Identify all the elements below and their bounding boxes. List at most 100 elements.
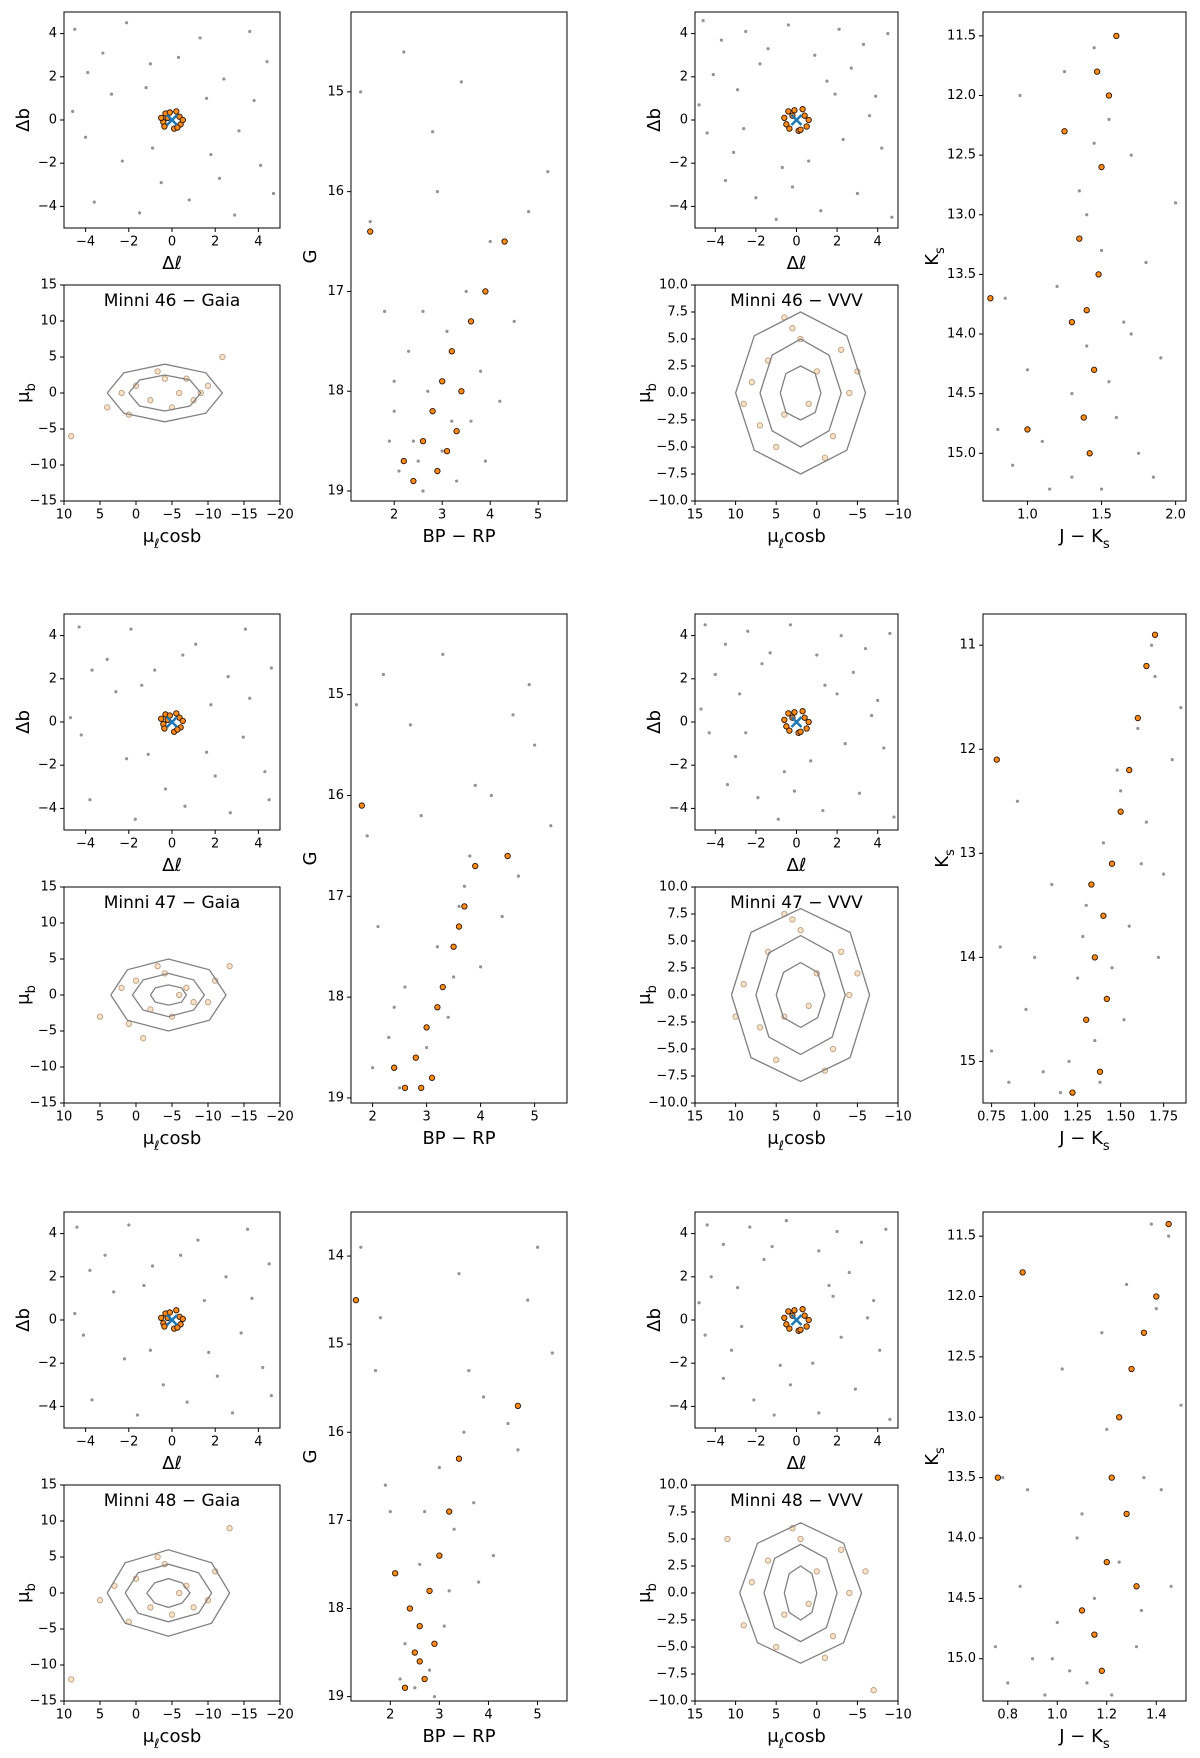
member-star <box>791 709 798 716</box>
x-tick-label: 0 <box>168 837 176 852</box>
x-tick-label: −5 <box>848 1110 867 1125</box>
x-axis-label-sub: ℓ <box>153 1139 159 1154</box>
y-tick-label: 15 <box>40 1478 57 1493</box>
axes-frame <box>63 284 281 502</box>
panel: −4 −2 0 2 4 −4 −2 0 2 4 Δℓ Δb <box>644 11 899 274</box>
field-star <box>815 653 819 657</box>
field-star <box>1080 1512 1084 1516</box>
field-star <box>224 1275 228 1279</box>
member-star <box>434 467 441 475</box>
field-star <box>133 817 137 821</box>
y-tick-label: 16 <box>327 1425 344 1440</box>
field-star <box>88 1268 92 1272</box>
contour <box>783 1565 818 1621</box>
y-tick-label: 18 <box>327 990 344 1005</box>
panel-title: Minni 47 − VVV <box>730 893 863 913</box>
member-star <box>416 1622 423 1630</box>
y-tick-label: −4 <box>38 1399 57 1414</box>
field-star <box>269 666 273 670</box>
field-star <box>446 1015 450 1019</box>
field-star <box>1081 934 1085 939</box>
field-star <box>886 31 890 36</box>
field-star <box>373 1368 378 1373</box>
field-star <box>1162 872 1166 876</box>
x-axis-label-rest: cosb <box>784 526 826 547</box>
field-star <box>996 427 1000 432</box>
field-star <box>792 789 797 793</box>
x-tick-label: 2 <box>211 1435 219 1450</box>
field-star <box>1139 862 1143 866</box>
field-star <box>874 94 878 98</box>
field-star <box>1099 248 1104 253</box>
field-star <box>230 1411 235 1415</box>
field-star <box>1030 1657 1035 1661</box>
y-tick-label: 15 <box>327 687 344 702</box>
field-star <box>1085 213 1089 217</box>
field-star <box>729 1348 734 1352</box>
field-star <box>148 62 152 66</box>
field-star <box>84 135 88 139</box>
member-star <box>791 107 798 114</box>
field-star <box>1070 392 1074 396</box>
y-tick-label: −4 <box>38 801 57 816</box>
plot-area <box>71 21 276 217</box>
member-star <box>805 116 812 124</box>
field-star <box>1119 789 1123 793</box>
x-axis-label-main: μ <box>767 526 779 547</box>
field-star <box>248 29 252 34</box>
x-tick-label: −5 <box>162 1110 181 1125</box>
y-tick-label: 2 <box>49 1269 57 1284</box>
field-star <box>882 746 886 750</box>
field-star <box>252 98 256 103</box>
y-tick-label: 0 <box>49 1313 57 1328</box>
field-star <box>153 668 157 672</box>
x-axis-label-sub: s <box>1103 537 1110 552</box>
member-star <box>1108 1474 1115 1481</box>
x-tick-label: 5 <box>772 1708 780 1723</box>
plot-area <box>73 1223 273 1417</box>
y-tick-label: 10 <box>40 1514 57 1529</box>
contour <box>146 1577 191 1609</box>
y-tick-label: 4 <box>49 628 57 643</box>
x-tick-label: 4 <box>486 508 494 523</box>
y-axis-label: Δb <box>13 108 34 132</box>
plot-area <box>68 625 273 821</box>
y-tick-label: 18 <box>327 1601 344 1616</box>
member-star <box>358 802 365 809</box>
x-tick-label: 2.0 <box>1165 508 1186 523</box>
x-tick-label: −10 <box>884 1708 911 1723</box>
contour <box>739 1522 863 1664</box>
x-tick-label: 0 <box>168 1435 176 1450</box>
field-star <box>993 1645 997 1649</box>
field-star <box>435 190 439 194</box>
x-tick-label: 2 <box>833 235 841 250</box>
axes-frame <box>982 11 1187 502</box>
member-star <box>783 723 790 730</box>
field-star <box>872 1298 876 1303</box>
field-star <box>1110 966 1114 970</box>
member-star <box>431 1640 438 1647</box>
member-star <box>453 427 460 435</box>
field-star <box>125 21 129 25</box>
y-axis-label: G <box>300 852 321 866</box>
field-star <box>527 209 531 214</box>
field-star <box>269 1394 273 1398</box>
field-star <box>213 774 217 778</box>
member-star <box>158 1314 165 1321</box>
member-star <box>461 903 468 910</box>
field-star <box>1062 70 1067 74</box>
member-star <box>436 1552 443 1559</box>
plot-area <box>699 623 896 821</box>
x-tick-label: −5 <box>162 508 181 523</box>
field-star <box>1149 1222 1153 1226</box>
field-star <box>778 1363 782 1367</box>
field-star <box>263 770 267 774</box>
member-star <box>1069 1089 1076 1096</box>
field-star <box>491 1554 495 1558</box>
field-star <box>435 945 439 949</box>
y-axis-label-sub: s <box>933 247 948 254</box>
y-tick-label: 13.0 <box>947 207 976 222</box>
y-tick-label: 2.5 <box>667 359 688 374</box>
